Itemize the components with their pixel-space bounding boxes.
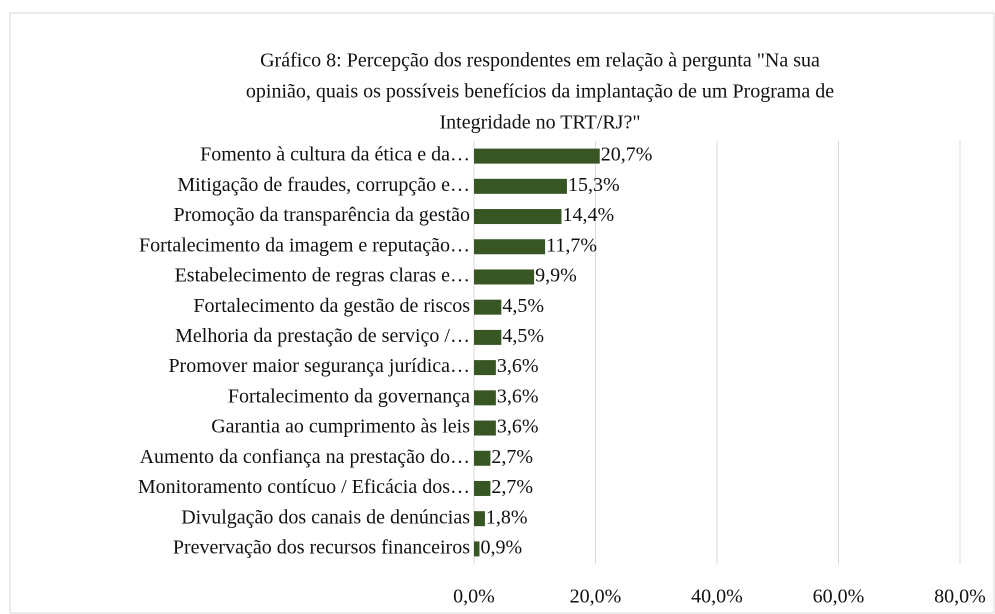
data-label: 2,7% (491, 446, 533, 468)
data-label: 9,9% (535, 265, 577, 287)
bar (474, 178, 567, 194)
y-tick-label: Estabelecimento de regras claras e… (175, 265, 470, 287)
bar (474, 511, 485, 527)
x-tick-label: 20,0% (570, 586, 622, 608)
bar (474, 299, 502, 315)
y-tick-label: Promover maior segurança jurídica… (168, 355, 470, 377)
y-tick-label: Garantia ao cumprimento às leis (211, 416, 470, 438)
bar (474, 541, 480, 557)
data-label: 3,6% (497, 385, 539, 407)
y-tick-label: Fortalecimento da gestão de riscos (193, 295, 470, 317)
y-tick-label: Aumento da confiança na prestação do… (140, 446, 470, 468)
y-tick-label: Monitoramento contícuo / Eficácia dos… (138, 476, 470, 498)
x-tick-label: 40,0% (691, 586, 743, 608)
chart-title: Gráfico 8: Percepção dos respondentes em… (260, 50, 820, 72)
bar (474, 420, 496, 436)
data-label: 14,4% (562, 204, 614, 226)
bar (474, 239, 546, 255)
y-tick-label: Fortalecimento da imagem e reputação… (139, 234, 470, 256)
x-tick-label: 0,0% (453, 586, 495, 608)
bar (474, 209, 562, 225)
data-label: 3,6% (497, 355, 539, 377)
y-tick-label: Fomento à cultura da ética e da… (200, 144, 470, 166)
bar (474, 480, 491, 496)
bar (474, 390, 496, 406)
y-tick-label: Prevervação dos recursos financeiros (173, 536, 470, 558)
chart-title: Integridade no TRT/RJ?" (440, 112, 641, 134)
x-tick-label: 80,0% (934, 586, 986, 608)
y-tick-label: Promoção da transparência da gestão (173, 204, 470, 226)
chart-title: opinião, quais os possíveis benefícios d… (246, 81, 834, 103)
bar (474, 360, 496, 376)
bar (474, 148, 600, 164)
data-label: 4,5% (502, 295, 544, 317)
data-label: 11,7% (546, 234, 597, 256)
data-label: 1,8% (486, 506, 528, 528)
y-tick-label: Fortalecimento da governança (228, 385, 470, 407)
data-label: 3,6% (497, 416, 539, 438)
x-tick-label: 60,0% (813, 586, 865, 608)
data-label: 20,7% (601, 144, 653, 166)
bar (474, 329, 502, 345)
data-label: 15,3% (568, 174, 620, 196)
y-tick-label: Divulgação dos canais de denúncias (181, 506, 470, 528)
bar (474, 450, 491, 466)
y-tick-label: Melhoria da prestação de serviço /… (175, 325, 470, 347)
data-label: 2,7% (491, 476, 533, 498)
data-label: 0,9% (480, 536, 522, 558)
data-label: 4,5% (502, 325, 544, 347)
y-tick-label: Mitigação de fraudes, corrupção e… (177, 174, 470, 196)
bar (474, 269, 535, 285)
chart-border (9, 12, 995, 614)
